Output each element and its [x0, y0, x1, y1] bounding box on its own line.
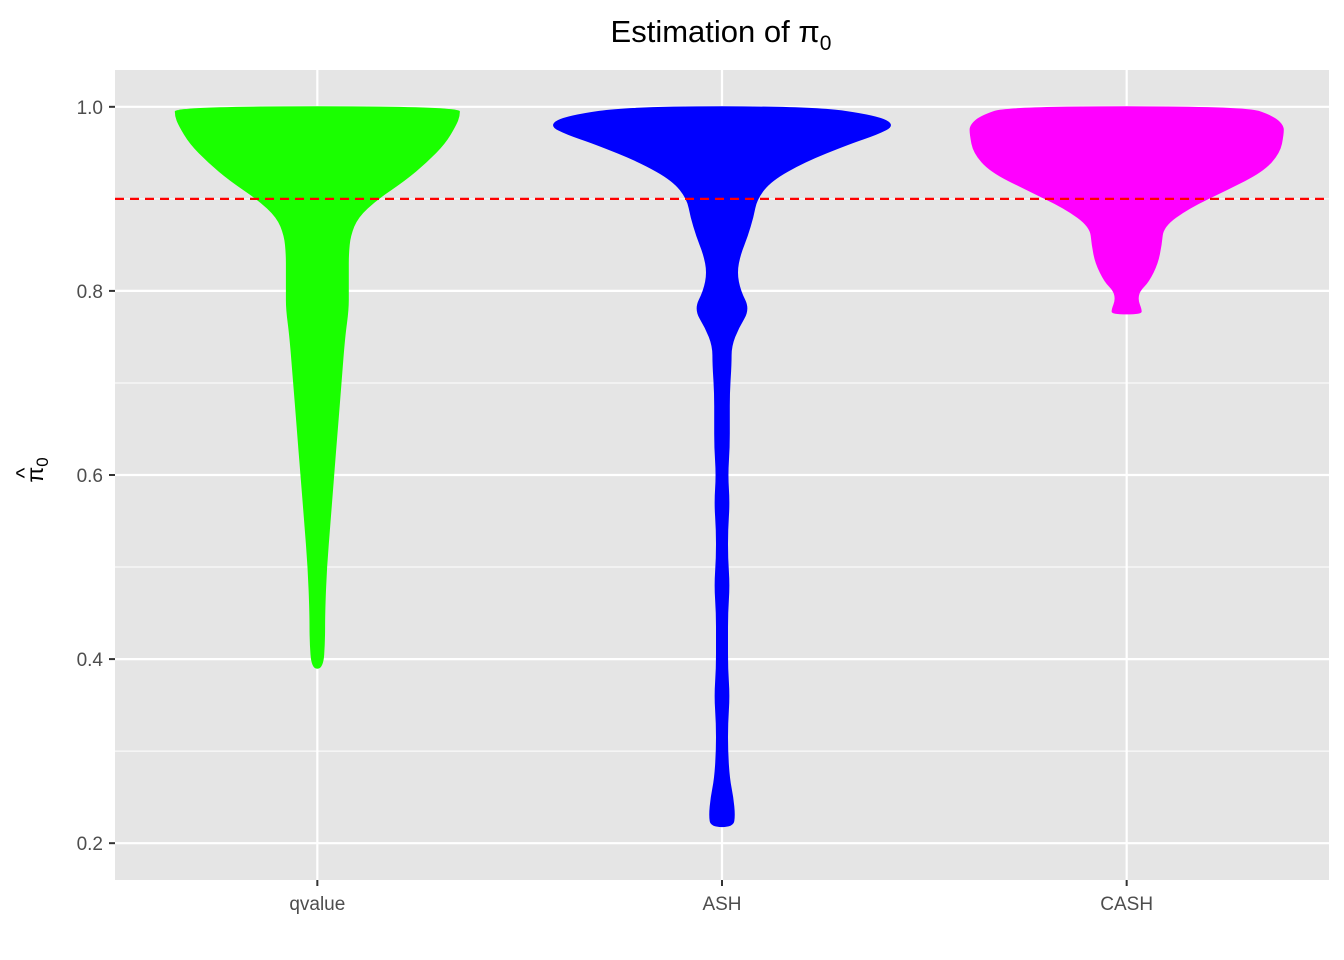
- x-tick-label: qvalue: [289, 894, 345, 915]
- y-tick-label: 1.0: [77, 98, 103, 119]
- y-axis-label-hat: ^: [11, 467, 37, 478]
- svg-text:π0: π0: [22, 457, 52, 482]
- violin-cash: [969, 106, 1284, 315]
- y-axis: 0.2 0.4 0.6 0.8 1.0: [77, 98, 115, 855]
- chart-title: Estimation of π0: [611, 14, 832, 55]
- y-tick-label: 0.8: [77, 282, 103, 303]
- x-tick-label: CASH: [1100, 894, 1153, 915]
- x-tick-label: ASH: [702, 894, 741, 915]
- y-tick-label: 0.6: [77, 466, 103, 487]
- violins: [174, 106, 1284, 828]
- y-tick-label: 0.2: [77, 834, 103, 855]
- x-axis: qvalue ASH CASH: [289, 880, 1153, 915]
- y-axis-label: π: [22, 467, 48, 483]
- violin-qvalue: [174, 106, 460, 669]
- violin-ash: [553, 106, 891, 828]
- y-axis-label-subscript: 0: [33, 457, 52, 466]
- y-tick-label: 0.4: [77, 650, 104, 671]
- y-axis-title: π0 ^: [11, 457, 52, 482]
